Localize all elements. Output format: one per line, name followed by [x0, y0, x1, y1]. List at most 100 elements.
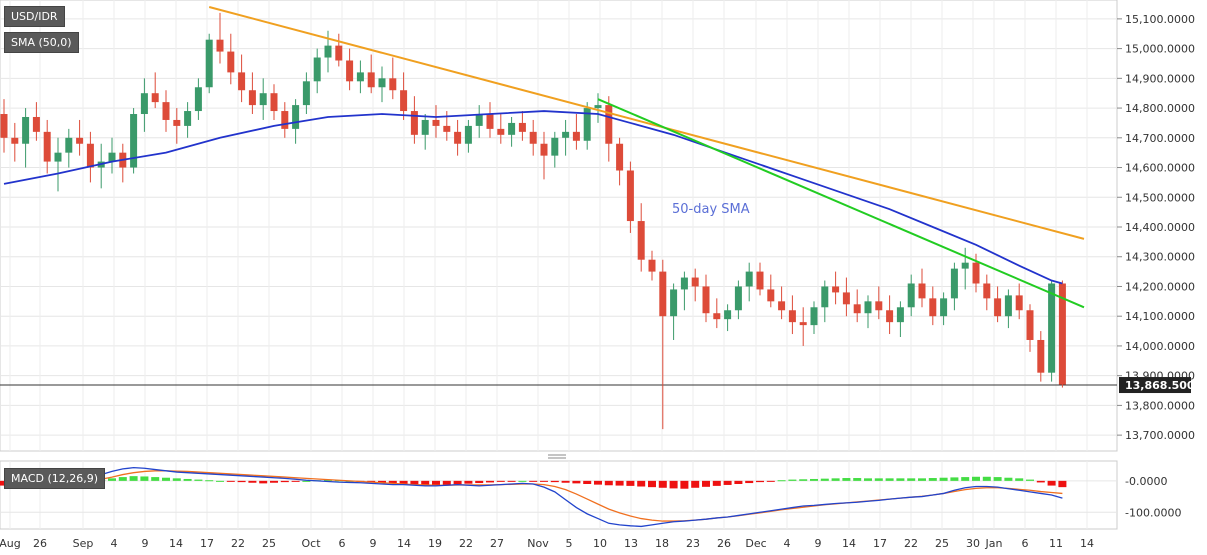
macd-histogram-bar: [961, 477, 970, 481]
x-tick-label: 14: [397, 537, 411, 550]
x-tick-label: 25: [262, 537, 276, 550]
macd-histogram-bar: [162, 477, 170, 481]
candle-body: [346, 60, 354, 82]
candle-body: [626, 170, 634, 222]
x-tick-label: 14: [169, 537, 183, 550]
macd-histogram-bar: [540, 480, 548, 482]
candle-body: [745, 271, 753, 287]
candle-body: [918, 283, 926, 299]
macd-histogram-bar: [637, 480, 646, 487]
macd-histogram-bar: [291, 480, 300, 482]
candle-body: [356, 72, 364, 82]
macd-histogram-bar: [172, 478, 181, 481]
macd-histogram-bar: [529, 480, 538, 482]
macd-histogram-bar: [432, 480, 440, 486]
macd-histogram-bar: [453, 480, 462, 485]
candle-body: [756, 271, 764, 290]
candle-body: [1037, 339, 1045, 373]
legend-macd-label: MACD (12,26,9): [11, 472, 99, 485]
candle-body: [788, 310, 796, 323]
macd-histogram-bar: [399, 480, 408, 484]
candle-body: [1048, 283, 1056, 373]
candle-body: [335, 45, 343, 61]
macd-histogram-bar: [604, 480, 613, 486]
macd-histogram-bar: [248, 480, 257, 483]
candle-body: [950, 268, 958, 299]
macd-histogram-bar: [324, 479, 332, 481]
x-tick-label: Jan: [985, 537, 1003, 550]
legend-main-label: USD/IDR: [11, 10, 58, 23]
x-tick-label: 17: [873, 537, 887, 550]
candle-body: [486, 114, 494, 129]
x-tick-label: 11: [1049, 537, 1063, 550]
candle-body: [529, 131, 537, 144]
candle-body: [605, 105, 613, 144]
candle-body: [659, 271, 667, 317]
macd-histogram-bar: [475, 480, 484, 484]
trendline: [208, 6, 1085, 240]
x-tick-label: 22: [459, 537, 473, 550]
candle-body: [238, 72, 246, 91]
macd-histogram-bar: [1058, 480, 1067, 488]
candle-body: [767, 289, 775, 302]
candle-body: [205, 39, 213, 88]
candle-body: [1004, 295, 1012, 317]
legend-macd[interactable]: MACD (12,26,9): [4, 468, 106, 489]
x-tick-label: Aug: [0, 537, 21, 550]
candle-body: [22, 116, 30, 144]
macd-histogram-bar: [151, 477, 160, 481]
macd-histogram-bar: [270, 480, 278, 483]
legend-sma[interactable]: SMA (50,0): [4, 32, 79, 53]
candle-body: [1058, 283, 1066, 385]
macd-histogram-bar: [518, 480, 527, 482]
macd-histogram-bar: [388, 480, 397, 484]
macd-histogram-bar: [907, 478, 916, 481]
macd-histogram-bar: [777, 480, 786, 482]
candle-body: [227, 51, 235, 73]
macd-histogram-bar: [421, 480, 430, 486]
candle-body: [130, 114, 138, 168]
macd-histogram-bar: [842, 478, 851, 481]
macd-histogram-bar: [820, 478, 829, 481]
macd-histogram-bar: [140, 476, 149, 481]
macd-histogram-bar: [507, 480, 516, 482]
y-tick-label: 15,100.0000: [1125, 13, 1195, 26]
current-price-box: [1119, 377, 1191, 394]
candle-body: [670, 289, 678, 317]
x-tick-label: Dec: [745, 537, 766, 550]
macd-histogram-bar: [583, 480, 592, 484]
candle-body: [572, 131, 580, 141]
candle-body: [259, 93, 267, 106]
macd-histogram-bar: [831, 478, 840, 481]
candle-body: [778, 301, 786, 311]
macd-histogram-bar: [658, 480, 667, 488]
candle-body: [281, 111, 289, 129]
candle-body: [464, 125, 472, 144]
y-tick-label: 14,200.0000: [1125, 280, 1195, 293]
macd-histogram-bar: [928, 478, 937, 481]
y-tick-label: 14,600.0000: [1125, 162, 1195, 175]
candle-body: [421, 119, 429, 135]
candle-body: [173, 119, 181, 126]
macd-histogram-bar: [615, 480, 624, 486]
macd-histogram-bar: [486, 480, 494, 483]
y-tick-label: 14,400.0000: [1125, 221, 1195, 234]
candle-body: [443, 125, 451, 132]
candle-body: [583, 108, 591, 141]
macd-histogram-bar: [993, 477, 1002, 481]
x-tick-label: 17: [200, 537, 214, 550]
candle-body: [853, 304, 861, 314]
x-tick-label: 22: [231, 537, 245, 550]
y-tick-label: 14,800.0000: [1125, 102, 1195, 115]
candle-body: [432, 119, 440, 126]
x-tick-label: 6: [339, 537, 346, 550]
candle-body: [400, 90, 408, 112]
candle-body: [724, 310, 732, 320]
macd-histogram-bar: [1004, 477, 1013, 481]
x-tick-label: 14: [1080, 537, 1094, 550]
sma-line: [3, 110, 1063, 285]
x-tick-label: 22: [904, 537, 918, 550]
legend-main[interactable]: USD/IDR: [4, 6, 65, 27]
x-tick-label: 14: [842, 537, 856, 550]
macd-histogram-bar: [442, 480, 451, 485]
